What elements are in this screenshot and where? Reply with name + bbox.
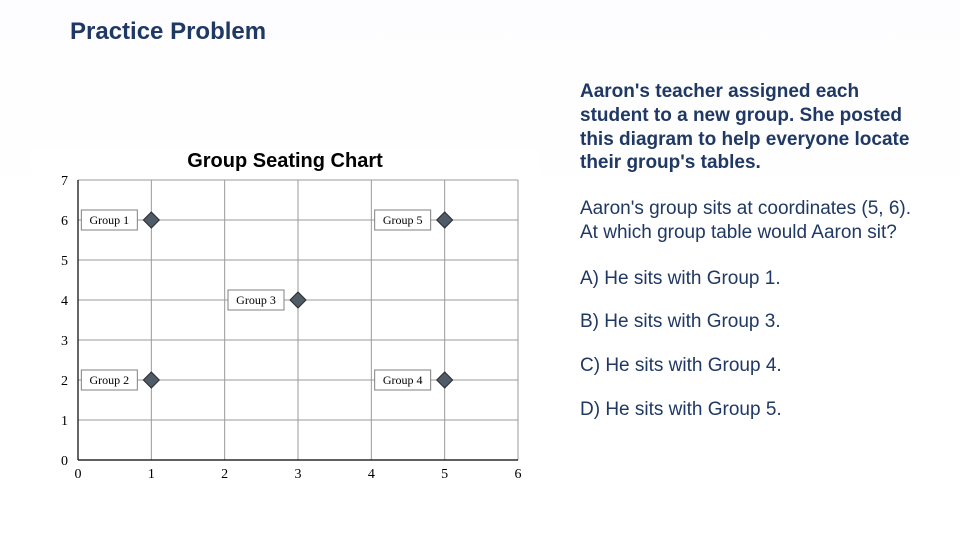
slide: Practice Problem Aaron's teacher assigne… (0, 0, 960, 540)
svg-text:1: 1 (148, 467, 155, 482)
svg-text:6: 6 (515, 467, 522, 482)
svg-text:3: 3 (295, 467, 302, 482)
svg-text:2: 2 (61, 374, 68, 389)
choice-a: A) He sits with Group 1. (580, 267, 930, 291)
chart-point (290, 292, 306, 308)
intro-text: Aaron's teacher assigned each student to… (580, 80, 930, 175)
svg-text:5: 5 (441, 467, 448, 482)
chart-point (143, 212, 159, 228)
svg-text:4: 4 (61, 294, 68, 309)
seating-chart: 0 1 2 3 4 5 6 7 0 1 2 3 4 5 6 Group 1 Group 2 Group 3 Grou… (30, 150, 540, 490)
group-label: Group 4 (383, 373, 423, 387)
chart-title: Group Seating Chart (30, 150, 540, 173)
svg-text:1: 1 (61, 414, 68, 429)
chart-point (143, 372, 159, 388)
group-label: Group 5 (383, 213, 423, 227)
right-column: Aaron's teacher assigned each student to… (580, 80, 930, 442)
group-label: Group 3 (236, 293, 276, 307)
group-label: Group 2 (89, 373, 129, 387)
choice-d: D) He sits with Group 5. (580, 398, 930, 422)
svg-text:5: 5 (61, 254, 68, 269)
chart-point (437, 212, 453, 228)
svg-text:7: 7 (61, 174, 68, 189)
choice-c: C) He sits with Group 4. (580, 354, 930, 378)
svg-text:0: 0 (61, 454, 68, 469)
chart-container: Group Seating Chart 0 1 2 3 4 5 6 7 0 1 2 3 4 5 6 Group… (30, 150, 540, 510)
svg-text:4: 4 (368, 467, 375, 482)
chart-point (437, 372, 453, 388)
group-label: Group 1 (89, 213, 129, 227)
svg-text:2: 2 (221, 467, 228, 482)
page-title: Practice Problem (70, 18, 266, 46)
svg-text:3: 3 (61, 334, 68, 349)
svg-text:0: 0 (75, 467, 82, 482)
question-text: Aaron's group sits at coordinates (5, 6)… (580, 197, 930, 245)
choice-b: B) He sits with Group 3. (580, 310, 930, 334)
svg-text:6: 6 (61, 214, 68, 229)
